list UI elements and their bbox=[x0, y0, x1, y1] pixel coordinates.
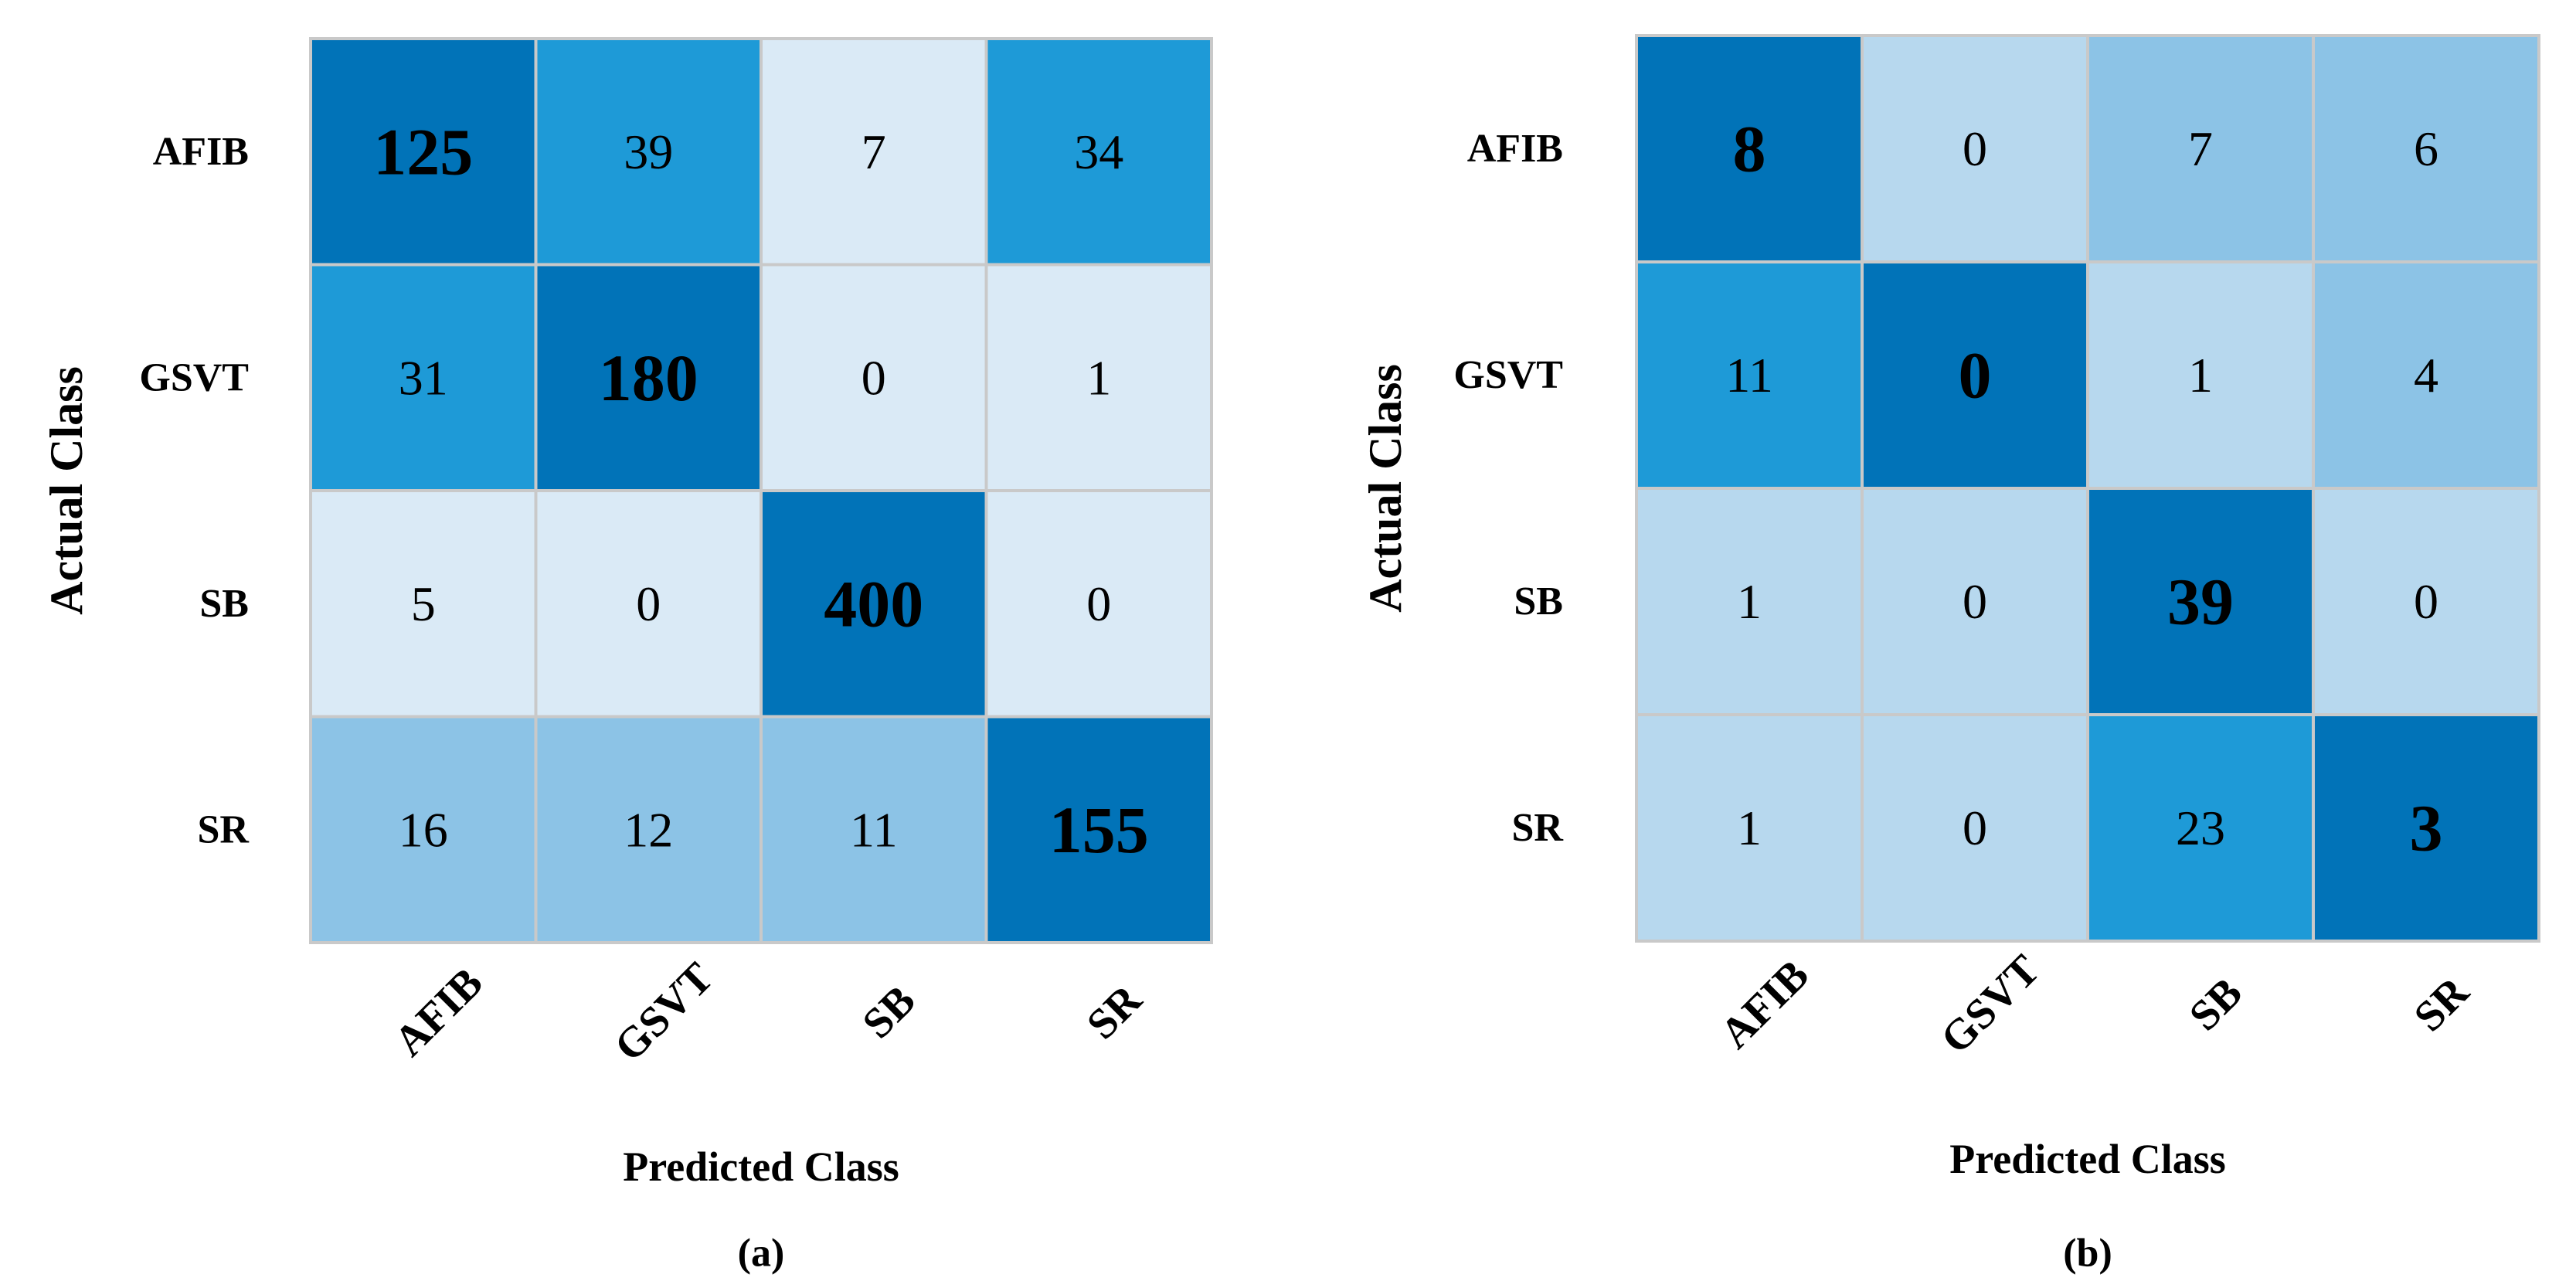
heatmap-cell bbox=[984, 489, 1213, 719]
cell-value-label: 11 bbox=[1725, 348, 1773, 403]
y-tick-label: AFIB bbox=[1467, 127, 1563, 171]
cell-value-label: 34 bbox=[1074, 124, 1123, 179]
x-tick-label: SR bbox=[2405, 967, 2479, 1041]
x-axis-label: Predicted Class bbox=[623, 1144, 899, 1190]
heatmap-cell bbox=[534, 489, 763, 719]
cell-value-label: 1 bbox=[1086, 350, 1111, 405]
cell-value-label: 0 bbox=[1963, 121, 1987, 176]
y-tick-label: SR bbox=[1512, 806, 1565, 850]
heatmap-cell bbox=[1635, 713, 1864, 943]
cell-value-label: 0 bbox=[1963, 574, 1987, 629]
heatmap-cell bbox=[534, 263, 763, 492]
cell-value-label: 180 bbox=[599, 341, 698, 415]
cell-value-label: 11 bbox=[850, 802, 898, 857]
x-tick-label: AFIB bbox=[1711, 951, 1818, 1058]
cell-value-label: 39 bbox=[2167, 565, 2234, 639]
panel-b: 8 0 7 6 11 0 1 4 1 0 39 0 1 0 23 3 AFIB GSVT SB SR AFIB GSVT S… bbox=[1360, 34, 2540, 1276]
cell-value-label: 6 bbox=[2414, 121, 2438, 176]
heatmap-cell bbox=[2086, 487, 2315, 716]
cell-value-label: 23 bbox=[2176, 800, 2225, 855]
y-tick-label: SR bbox=[198, 807, 250, 851]
cell-value-label: 8 bbox=[1733, 112, 1766, 186]
cell-value-label: 0 bbox=[2414, 574, 2438, 629]
cell-value-label: 0 bbox=[1963, 800, 1987, 855]
heatmap-cell bbox=[534, 715, 763, 944]
cell-value-label: 1 bbox=[1737, 574, 1762, 629]
cell-value-label: 0 bbox=[636, 576, 661, 631]
y-tick-label: GSVT bbox=[139, 355, 249, 399]
heatmap-cell bbox=[984, 37, 1213, 267]
cell-value-label: 31 bbox=[399, 350, 448, 405]
panel-label: (b) bbox=[2063, 1232, 2112, 1276]
cell-value-label: 1 bbox=[2188, 348, 2213, 403]
cell-value-label: 16 bbox=[399, 802, 448, 857]
x-tick-label: GSVT bbox=[1932, 946, 2049, 1063]
x-axis-label: Predicted Class bbox=[1949, 1136, 2225, 1182]
heatmap-cell bbox=[1635, 260, 1864, 490]
heatmap-cell bbox=[2312, 713, 2540, 943]
x-tick-label: SR bbox=[1078, 975, 1151, 1048]
heatmap-cell bbox=[984, 263, 1213, 492]
heatmap-cell bbox=[1861, 34, 2089, 263]
cell-value-label: 0 bbox=[861, 350, 886, 405]
heatmap-border bbox=[1635, 34, 2540, 943]
y-tick-label: SB bbox=[1514, 579, 1563, 624]
heatmap-cell bbox=[309, 37, 538, 267]
heatmap-cell bbox=[1861, 487, 2089, 716]
heatmap-cell bbox=[309, 263, 538, 492]
cell-value-label: 0 bbox=[1086, 576, 1111, 631]
y-axis-label: Actual Class bbox=[41, 366, 92, 615]
heatmap-cell bbox=[309, 715, 538, 944]
x-tick-label: SB bbox=[854, 977, 925, 1048]
heatmap-border bbox=[309, 37, 1213, 944]
cell-value-label: 155 bbox=[1049, 793, 1149, 867]
heatmap-cell bbox=[1861, 260, 2089, 490]
x-tick-label: GSVT bbox=[605, 953, 722, 1071]
cell-value-label: 125 bbox=[373, 114, 473, 189]
cell-value-label: 4 bbox=[2414, 348, 2438, 403]
panel-a: 125 39 7 34 31 180 0 1 5 0 400 0 16 12 11 155 AFIB GSVT SB… bbox=[41, 37, 1213, 1276]
y-tick-label: SB bbox=[199, 582, 249, 626]
panel-label: (a) bbox=[738, 1232, 785, 1276]
cell-value-label: 1 bbox=[1737, 800, 1762, 855]
y-tick-label: AFIB bbox=[153, 130, 249, 174]
cell-value-label: 400 bbox=[824, 566, 923, 641]
heatmap-cell bbox=[2086, 260, 2315, 490]
heatmap-cell bbox=[534, 37, 763, 267]
cell-value-label: 0 bbox=[1959, 338, 1992, 413]
cell-value-label: 39 bbox=[624, 124, 673, 179]
heatmap-cell bbox=[2086, 713, 2315, 943]
cell-value-label: 7 bbox=[861, 124, 886, 179]
y-tick-label: GSVT bbox=[1453, 353, 1563, 397]
x-tick-label: AFIB bbox=[386, 959, 492, 1065]
cell-value-label: 3 bbox=[2410, 791, 2443, 865]
cell-value-label: 7 bbox=[2188, 121, 2213, 176]
y-axis-label: Actual Class bbox=[1360, 364, 1411, 613]
cell-value-label: 12 bbox=[624, 802, 673, 857]
x-tick-label: SB bbox=[2180, 969, 2251, 1040]
heatmap-cell bbox=[1861, 713, 2089, 943]
cell-value-label: 5 bbox=[411, 576, 436, 631]
heatmap-cell bbox=[984, 715, 1213, 944]
